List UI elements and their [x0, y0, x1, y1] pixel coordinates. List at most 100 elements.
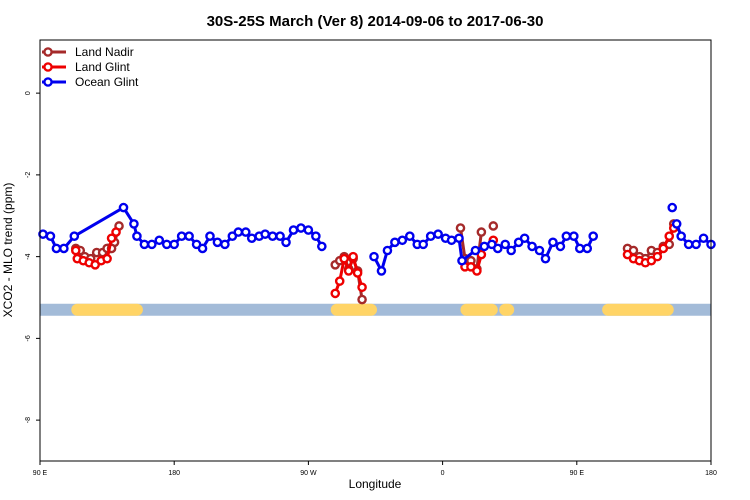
- chart-title: 30S-25S March (Ver 8) 2014-09-06 to 2017…: [207, 13, 544, 30]
- legend-label: Ocean Glint: [75, 75, 139, 89]
- y-tick-label: -2: [25, 172, 32, 178]
- data-point: [212, 237, 223, 248]
- data-point: [197, 243, 208, 254]
- data-point: [343, 266, 354, 276]
- legend-swatch-marker: [43, 47, 53, 57]
- y-axis: 0 -2 -4 -6 -8: [25, 91, 40, 423]
- legend-item: Land Nadir: [42, 45, 134, 59]
- data-point: [569, 231, 579, 241]
- data-point: [476, 227, 487, 237]
- data-point: [397, 235, 408, 246]
- data-point: [132, 231, 142, 241]
- data-point: [479, 241, 490, 252]
- data-point: [267, 231, 278, 241]
- data-point: [369, 251, 379, 262]
- data-point: [220, 239, 230, 250]
- data-point: [281, 237, 291, 248]
- data-point: [317, 241, 327, 252]
- data-point: [671, 219, 682, 229]
- y-tick-label: -4: [25, 253, 32, 259]
- x-tick-label: 0: [441, 470, 445, 477]
- data-point: [457, 255, 467, 266]
- data-point: [582, 243, 593, 254]
- data-point: [102, 253, 112, 264]
- data-point: [433, 229, 443, 239]
- y-tick-label: 0: [25, 91, 32, 95]
- data-point: [275, 231, 285, 241]
- y-tick-label: -8: [25, 417, 32, 423]
- data-point: [540, 253, 551, 264]
- data-point: [169, 239, 179, 250]
- x-tick-label: 180: [705, 470, 717, 477]
- data-point: [147, 239, 157, 250]
- data-point: [446, 235, 457, 246]
- data-point: [303, 225, 314, 235]
- series-layer: [38, 202, 716, 305]
- data-point: [246, 233, 257, 244]
- data-point: [658, 243, 669, 254]
- data-point: [161, 239, 172, 250]
- data-point: [455, 223, 466, 233]
- data-point: [70, 245, 81, 256]
- data-point: [425, 231, 436, 241]
- data-point: [296, 223, 306, 233]
- plot-frame: [39, 39, 712, 462]
- data-point: [555, 241, 566, 252]
- data-point: [205, 231, 215, 241]
- data-point: [154, 235, 165, 246]
- data-point: [574, 243, 585, 254]
- data-point: [500, 239, 511, 250]
- data-point: [470, 245, 481, 256]
- data-point: [588, 231, 599, 241]
- data-point: [59, 243, 69, 254]
- data-point: [129, 219, 139, 229]
- data-point: [233, 227, 244, 237]
- series-land-nadir: [70, 219, 679, 305]
- data-point: [240, 227, 251, 237]
- data-point: [652, 251, 663, 262]
- data-point: [51, 243, 62, 254]
- data-point: [676, 231, 686, 241]
- data-point: [106, 233, 117, 244]
- data-point: [357, 282, 367, 293]
- y-axis-label: XCO2 - MLO trend (ppm): [1, 183, 15, 318]
- series-line: [42, 206, 324, 250]
- legend-label: Land Glint: [75, 60, 130, 74]
- series-ocean-glint: [38, 202, 716, 276]
- data-point: [184, 231, 194, 241]
- data-point: [691, 239, 701, 250]
- x-axis-label: Longitude: [349, 477, 402, 491]
- data-point: [683, 239, 694, 250]
- y-tick-label: -6: [25, 335, 32, 341]
- series-land-glint: [70, 223, 679, 299]
- data-point: [176, 231, 187, 241]
- data-point: [548, 237, 558, 248]
- data-point: [334, 276, 345, 286]
- x-tick-label: 90 E: [570, 470, 585, 477]
- data-point: [357, 294, 367, 305]
- data-point: [111, 227, 121, 237]
- x-tick-label: 90 W: [300, 470, 317, 477]
- x-tick-label: 180: [168, 470, 180, 477]
- data-point: [376, 266, 387, 276]
- data-point: [390, 237, 400, 248]
- legend-swatch-marker: [43, 77, 53, 87]
- data-point: [454, 233, 464, 244]
- data-point: [45, 231, 56, 241]
- data-point: [382, 245, 393, 256]
- legend-swatch-marker: [43, 62, 53, 72]
- data-point: [339, 253, 349, 264]
- data-point: [527, 241, 537, 252]
- x-tick-label: 90 E: [33, 470, 48, 477]
- data-point: [698, 233, 709, 244]
- data-point: [667, 202, 678, 213]
- data-point: [260, 229, 270, 239]
- data-point: [288, 225, 299, 235]
- data-point: [352, 268, 363, 278]
- data-point: [139, 239, 150, 250]
- data-point: [488, 221, 499, 231]
- x-axis: 90 E 180 90 W 0 90 E 180: [33, 461, 717, 477]
- data-point: [330, 288, 341, 299]
- legend-item: Ocean Glint: [42, 75, 139, 89]
